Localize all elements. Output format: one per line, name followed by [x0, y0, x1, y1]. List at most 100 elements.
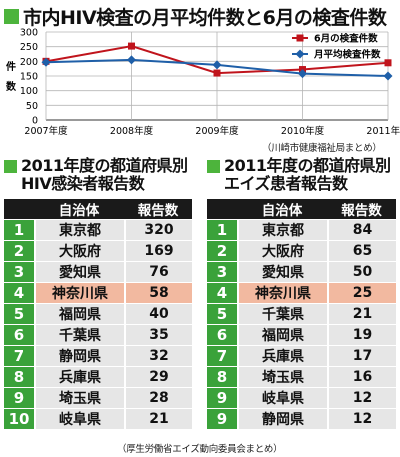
region-cell: 埼玉県 — [237, 367, 327, 388]
table-row: 4 神奈川県 25 — [207, 283, 396, 304]
rank-cell: 7 — [4, 346, 34, 367]
series-2-point — [127, 55, 136, 65]
x-tick-labels: 2007年度 2008年度 2009年度 2010年度 2011年度 — [24, 125, 400, 137]
table-row: 8 埼玉県 16 — [207, 367, 396, 388]
count-cell: 320 — [124, 220, 192, 241]
region-cell: 福岡県 — [34, 304, 124, 325]
count-cell: 58 — [124, 283, 192, 304]
series-2-point — [298, 69, 307, 79]
x-tick-label: 2007年度 — [24, 125, 68, 137]
col-region-header: 自治体 — [34, 199, 124, 220]
col-region-header: 自治体 — [237, 199, 327, 220]
rank-cell: 9 — [207, 409, 237, 430]
right-table-title: 2011年度の都道府県別 エイズ患者報告数 — [207, 157, 391, 193]
y-tick-label: 150 — [20, 72, 38, 83]
y-axis-label-1: 件 — [6, 60, 16, 73]
count-cell: 40 — [124, 304, 192, 325]
table-header-row: 自治体 報告数 — [4, 199, 192, 220]
count-cell: 169 — [124, 241, 192, 262]
count-cell: 76 — [124, 262, 192, 283]
rank-cell: 4 — [207, 283, 237, 304]
region-cell: 愛知県 — [237, 262, 327, 283]
rank-cell: 2 — [4, 241, 34, 262]
legend-label: 月平均検査件数 — [313, 49, 381, 61]
rank-cell: 10 — [4, 409, 34, 430]
y-tick-label: 250 — [20, 42, 38, 53]
region-cell: 埼玉県 — [34, 388, 124, 409]
region-cell: 静岡県 — [34, 346, 124, 367]
count-cell: 29 — [124, 367, 192, 388]
table-row: 6 千葉県 35 — [4, 325, 192, 346]
table-source: （厚生労働省エイズ動向委員会まとめ） — [117, 444, 283, 455]
col-count-header: 報告数 — [124, 199, 192, 220]
region-cell: 福岡県 — [237, 325, 327, 346]
main-title-text: 市内HIV検査の月平均件数と6月の検査件数 — [23, 7, 387, 29]
x-tick-label: 2009年度 — [195, 125, 239, 137]
table-row: 7 兵庫県 17 — [207, 346, 396, 367]
rank-cell: 6 — [4, 325, 34, 346]
region-cell: 千葉県 — [237, 304, 327, 325]
count-cell: 12 — [327, 409, 396, 430]
region-cell: 静岡県 — [237, 409, 327, 430]
region-cell: 岐阜県 — [237, 388, 327, 409]
table-row: 4 神奈川県 58 — [4, 283, 192, 304]
series-2-point — [212, 60, 222, 70]
region-cell: 千葉県 — [34, 325, 124, 346]
line-chart: 0 50 100 150 200 250 300 2007年度 2008年度 2009年度 201… — [6, 28, 400, 137]
right-title-line2: エイズ患者報告数 — [224, 174, 348, 193]
table-row: 9 岐阜県 12 — [207, 388, 396, 409]
x-tick-label: 2010年度 — [281, 125, 325, 137]
region-cell: 神奈川県 — [34, 283, 124, 304]
rank-cell: 7 — [207, 346, 237, 367]
title-marker — [4, 9, 19, 24]
col-count-header: 報告数 — [327, 199, 396, 220]
y-tick-label: 50 — [26, 101, 38, 112]
y-tick-label: 300 — [20, 28, 38, 39]
y-tick-label: 200 — [20, 57, 38, 68]
table-row: 2 大阪府 65 — [207, 241, 396, 262]
rank-cell: 4 — [4, 283, 34, 304]
legend-marker — [296, 34, 304, 42]
y-tick-labels: 0 50 100 150 200 250 300 — [20, 28, 38, 127]
rank-cell: 1 — [4, 220, 34, 241]
count-cell: 84 — [327, 220, 396, 241]
table-row: 3 愛知県 50 — [207, 262, 396, 283]
region-cell: 岐阜県 — [34, 409, 124, 430]
count-cell: 65 — [327, 241, 396, 262]
chart-series — [41, 42, 393, 81]
rank-cell: 9 — [207, 388, 237, 409]
left-title-line1: 2011年度の都道府県別 — [21, 156, 188, 175]
y-tick-label: 100 — [20, 86, 38, 97]
rank-cell: 8 — [4, 367, 34, 388]
table-row: 8 兵庫県 29 — [4, 367, 192, 388]
table-row: 6 福岡県 19 — [207, 325, 396, 346]
region-cell: 東京都 — [34, 220, 124, 241]
legend-marker — [295, 49, 305, 59]
section-marker — [207, 159, 220, 173]
region-cell: 大阪府 — [237, 241, 327, 262]
count-cell: 32 — [124, 346, 192, 367]
left-title-line2: HIV感染者報告数 — [21, 174, 145, 193]
table-row: 2 大阪府 169 — [4, 241, 192, 262]
table-row: 3 愛知県 76 — [4, 262, 192, 283]
table-row: 10 岐阜県 21 — [4, 409, 192, 430]
x-tick-label: 2011年度 — [366, 125, 400, 137]
left-table: 自治体 報告数 1 東京都 320 2 大阪府 169 3 愛知県 76 4 神奈川県 58 5 福岡県 4… — [4, 199, 192, 430]
rank-cell: 5 — [207, 304, 237, 325]
left-table-title: 2011年度の都道府県別 HIV感染者報告数 — [4, 157, 188, 193]
rank-cell: 8 — [207, 367, 237, 388]
table-row: 7 静岡県 32 — [4, 346, 192, 367]
series-1-point — [384, 59, 392, 67]
section-marker — [4, 159, 17, 173]
region-cell: 兵庫県 — [237, 346, 327, 367]
series-2-point — [383, 71, 393, 81]
series-1-point — [128, 42, 135, 50]
legend-label: 6月の検査件数 — [314, 33, 378, 45]
region-cell: 神奈川県 — [237, 283, 327, 304]
count-cell: 17 — [327, 346, 396, 367]
rank-cell: 5 — [4, 304, 34, 325]
count-cell: 12 — [327, 388, 396, 409]
table-row: 1 東京都 84 — [207, 220, 396, 241]
series-2-point — [41, 57, 51, 67]
region-cell: 大阪府 — [34, 241, 124, 262]
